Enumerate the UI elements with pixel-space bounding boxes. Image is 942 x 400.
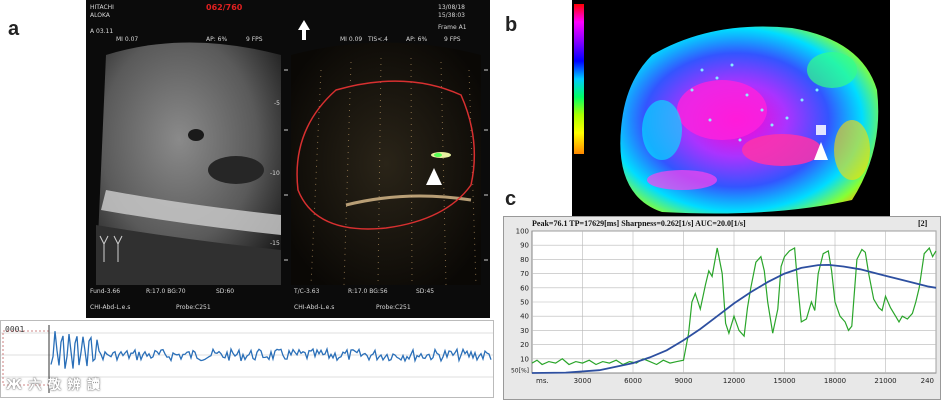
watermark-text: Ж 六 敬 辨 讀: [6, 378, 102, 393]
vendor-sub: ALOKA: [90, 12, 110, 19]
preset-name: Frame A1: [438, 24, 467, 31]
ultrasound-dual-image: HITACHI ALOKA 062/760 13/08/18 15/38:03 …: [86, 0, 490, 318]
left-bottom-2: R:17.0 BG:70: [146, 288, 186, 295]
intensity-strip: 0001: [0, 320, 494, 398]
fitted-curve: [531, 263, 937, 374]
y-axis-label: 50[%]: [511, 368, 529, 375]
x-tick-label: 18000: [824, 377, 846, 385]
frame-counter: 062/760: [206, 3, 243, 12]
panel-label-c: c: [505, 188, 517, 210]
x-tick-label: 12000: [723, 377, 745, 385]
left-info: A 03.11: [90, 28, 114, 35]
strip-trace: [1, 325, 493, 393]
right-mi: MI 0.09: [340, 36, 363, 43]
x-tick-label: 21000: [874, 377, 896, 385]
y-tick-label: 40: [520, 313, 529, 321]
left-mi: MI 0.07: [116, 36, 139, 43]
depth-mark-10: -10: [270, 170, 280, 177]
panel-label-a: a: [8, 18, 20, 40]
depth-mark-5: -5: [274, 100, 280, 107]
timestamp-time: 15/38:03: [438, 12, 465, 19]
colormap-graphic: [574, 4, 879, 214]
depth-mark-15: -15: [270, 240, 280, 247]
probe-right-1: CHI-Abd-L.e.s: [294, 304, 335, 311]
probe-right-2: Probe:C251: [376, 304, 411, 311]
y-tick-label: 80: [520, 256, 529, 264]
time-intensity-chart: Peak=76.1 TP=17629[ms] Sharpness=0.262[1…: [503, 216, 941, 400]
probe-left-2: Probe:C251: [176, 304, 211, 311]
x-tick-label: 6000: [624, 377, 642, 385]
y-tick-label: 60: [520, 284, 529, 292]
left-fps: 9 FPS: [246, 36, 263, 43]
lesion-arrowhead: [814, 142, 828, 160]
chart-index: [2]: [918, 219, 928, 228]
parametric-colormap-image: [572, 0, 890, 218]
panel-label-b: b: [505, 14, 518, 36]
y-tick-label: 100: [516, 228, 529, 236]
left-ap: AP: 6%: [206, 36, 228, 43]
chart-header: Peak=76.1 TP=17629[ms] Sharpness=0.262[1…: [532, 219, 746, 228]
right-bottom-1: T/C-3.63: [294, 288, 320, 295]
left-bottom-3: SD:60: [216, 288, 235, 295]
y-tick-label: 90: [520, 242, 529, 250]
y-tick-label: 20: [520, 341, 529, 349]
right-ap: AP: 6%: [406, 36, 428, 43]
y-tick-label: 70: [520, 270, 529, 278]
x-tick-label: 9000: [675, 377, 693, 385]
x-tick-label: 3000: [574, 377, 592, 385]
vendor-name: HITACHI: [90, 4, 114, 11]
probe-left-1: CHI-Abd-L.e.s: [90, 304, 131, 311]
chart-plot: 100 90 80 70 60 50 40 30 20 10 50[%] 3000 6000 9000 12…: [511, 228, 937, 385]
x-axis-label: ms.: [536, 377, 549, 385]
left-bottom-1: Fund-3.66: [90, 288, 121, 295]
y-tick-label: 10: [520, 355, 529, 363]
timestamp-date: 13/08/18: [438, 4, 465, 11]
colorbar: [574, 4, 584, 154]
right-bottom-3: SD:45: [416, 288, 435, 295]
right-fps: 9 FPS: [444, 36, 461, 43]
x-tick-label: 240: [921, 377, 934, 385]
measured-curve: [531, 246, 937, 366]
y-tick-label: 50: [520, 299, 529, 307]
x-tick-label: 15000: [773, 377, 795, 385]
right-bottom-2: R:17.0 BG:56: [348, 288, 388, 295]
ultrasound-graphic: [96, 20, 488, 286]
y-tick-label: 30: [520, 327, 529, 335]
right-tis: TIS<.4: [368, 36, 388, 43]
strip-label: 0001: [5, 325, 25, 334]
